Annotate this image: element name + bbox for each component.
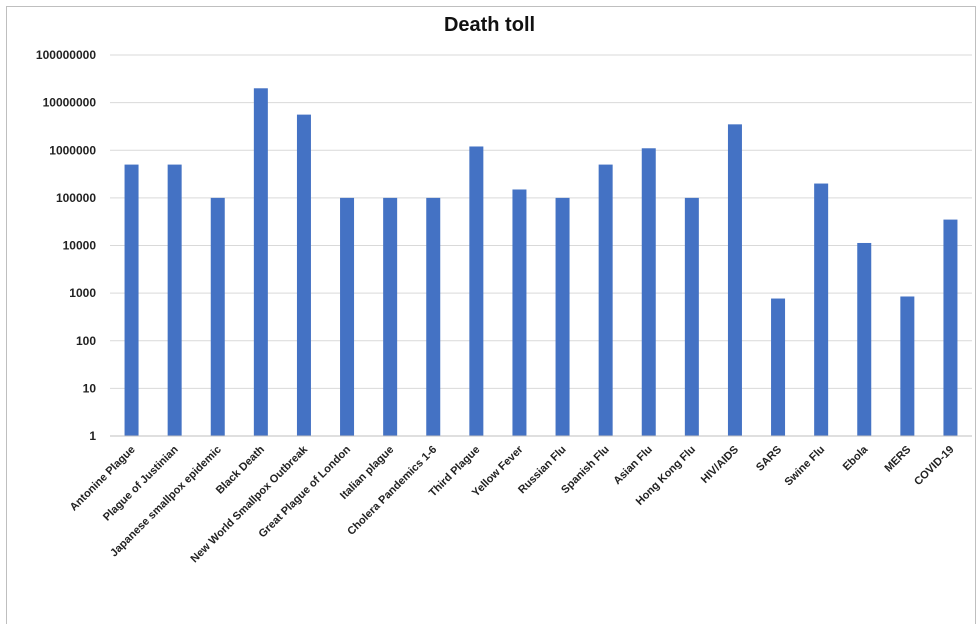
y-tick-label: 1: [89, 429, 96, 443]
bars: [124, 88, 958, 437]
bar: [857, 242, 872, 436]
y-tick-label: 100000000: [36, 48, 96, 62]
y-tick-label: 100000: [56, 191, 96, 205]
chart-frame: [6, 6, 976, 624]
bar: [296, 114, 311, 436]
x-tick-label: COVID-19: [912, 444, 956, 488]
bar: [383, 197, 398, 436]
bar: [555, 197, 570, 436]
x-tick-label: SARS: [754, 444, 784, 474]
bar: [167, 164, 182, 436]
bar: [943, 219, 958, 436]
y-axis-tick-labels: 1 10 100 1000 10000 100000 1000000 10000000 1000…: [36, 48, 96, 443]
bar: [598, 164, 613, 436]
gridlines: [110, 54, 972, 389]
x-tick-label: Asian Flu: [611, 444, 654, 487]
x-tick-label: Plague of Justinian: [101, 443, 181, 523]
bar: [124, 164, 139, 436]
y-tick-label: 10: [83, 381, 97, 395]
bar: [210, 197, 225, 436]
x-tick-label: Swine Flu: [782, 444, 827, 489]
chart-title: Death toll: [443, 14, 536, 36]
bar: [340, 197, 355, 436]
x-tick-label: HIV/AIDS: [699, 444, 741, 486]
bar: [684, 197, 699, 436]
x-tick-label: MERS: [883, 444, 914, 475]
bar: [469, 146, 484, 436]
bar: [641, 148, 656, 436]
bar: [426, 197, 441, 436]
bar: [727, 124, 742, 437]
bar: [253, 88, 268, 436]
bar: [814, 183, 829, 436]
bar: [512, 189, 527, 436]
bar: [771, 298, 786, 436]
x-tick-label: Cholera Pandemics 1-6: [345, 444, 439, 538]
x-tick-label: Ebola: [841, 443, 871, 473]
y-tick-label: 10000000: [43, 96, 97, 110]
bar: [900, 296, 915, 436]
y-tick-label: 100: [76, 334, 96, 348]
y-tick-label: 1000000: [49, 143, 96, 157]
y-tick-label: 1000: [69, 286, 96, 300]
y-tick-label: 10000: [63, 239, 97, 253]
